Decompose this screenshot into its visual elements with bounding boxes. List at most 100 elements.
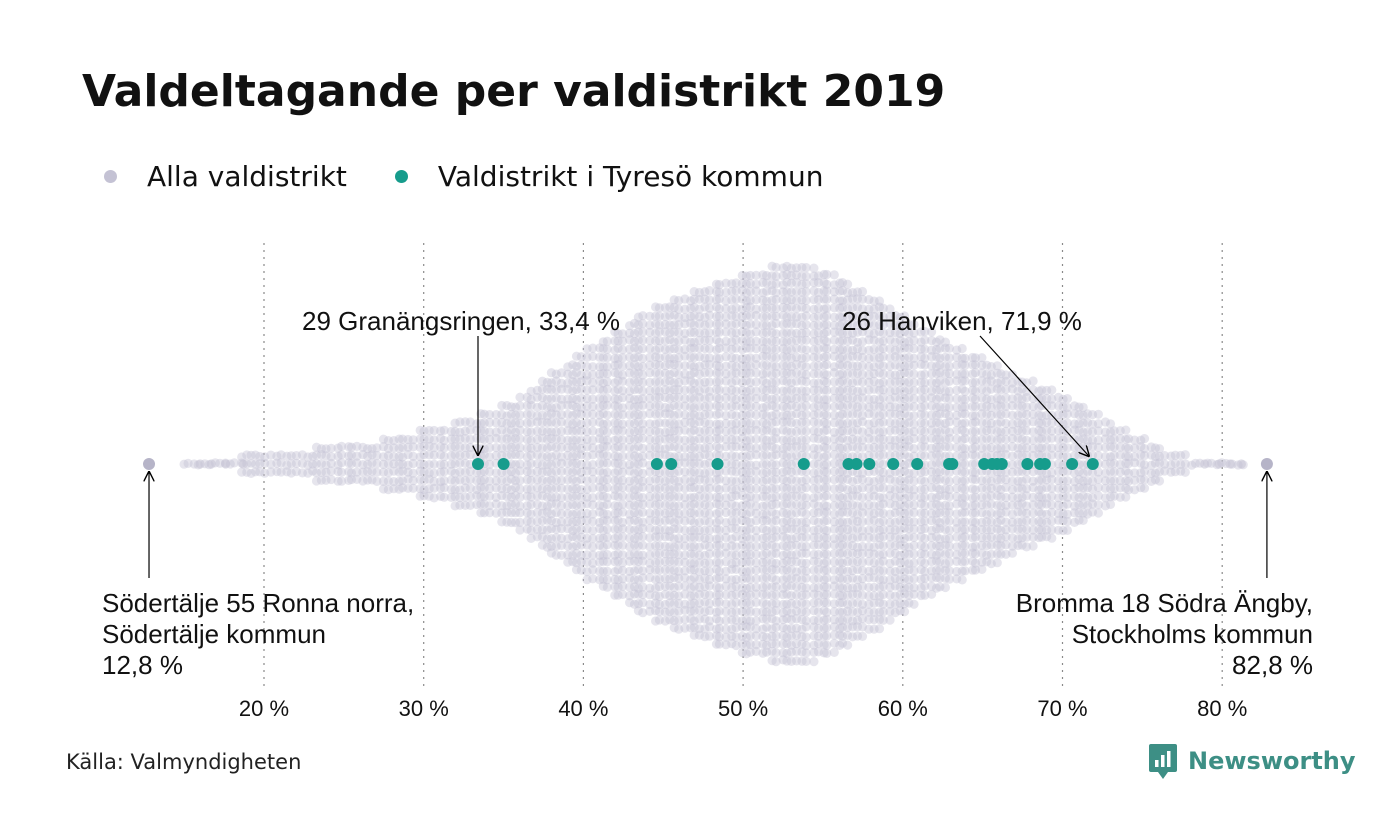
swarm-point [598,581,608,591]
swarm-point [674,385,684,395]
swarm-point [510,476,521,486]
swarm-point [297,468,307,478]
swarm-point [502,411,512,421]
swarm-point [344,442,354,452]
swarm-point [629,353,640,363]
swarm-point [398,483,408,493]
swarm-point [629,427,640,437]
swarm-point [680,458,690,468]
swarm-point [282,467,292,477]
swarm-point [485,467,495,477]
swarm-point [638,523,648,534]
swarm-point [568,442,578,452]
swarm-point [367,458,377,468]
swarm-point [801,483,811,493]
swarm-point [551,410,561,420]
swarm-point [680,328,690,339]
swarm-point [638,566,648,576]
swarm-point [460,443,470,453]
swarm-point [654,468,665,478]
swarm-point [669,542,679,552]
swarm-point [674,392,684,402]
swarm-point [551,393,561,403]
swarm-point [665,409,675,419]
swarm-point [526,468,536,478]
swarm-point [571,558,582,568]
swarm-point [595,507,605,517]
swarm-point [546,548,557,558]
swarm-point [551,442,561,452]
swarm-point [598,400,608,410]
swarm-point [1139,434,1150,444]
swarm-point [291,451,301,461]
swarm-point [419,485,429,495]
swarm-point [588,558,598,568]
swarm-point [638,370,648,380]
swarm-point [625,466,635,476]
swarm-point [613,466,623,476]
swarm-point [551,517,561,528]
swarm-point [363,475,373,485]
swarm-point [542,515,553,526]
swarm-point [633,550,644,560]
swarm-point [680,344,690,355]
swarm-point [595,427,605,437]
swarm-point [532,491,542,501]
swarm-point [660,368,670,378]
annotation-bromma-line: Stockholms kommun [1072,619,1313,649]
swarm-point [556,417,567,427]
swarm-point [297,458,307,468]
swarm-point [625,393,635,403]
swarm-point [660,303,670,313]
swarm-point [568,451,578,461]
swarm-point [686,542,696,552]
swarm-point [686,444,696,454]
swarm-point [638,476,648,486]
swarm-point [645,606,655,616]
swarm-point [532,516,542,527]
swarm-point [686,312,696,322]
swarm-point [408,468,418,478]
swarm-point [598,385,608,395]
swarm-point [598,419,608,429]
swarm-point [645,533,655,543]
swarm-point [588,542,598,552]
swarm-point [563,394,573,404]
swarm-point [633,335,644,345]
swarm-point [602,419,612,429]
swarm-point [633,606,644,616]
swarm-point [497,443,507,453]
swarm-point [506,474,516,484]
swarm-point [660,573,670,584]
annotation-bromma-line: 82,8 % [1232,650,1313,680]
swarm-point [450,426,460,437]
swarm-point [439,492,449,502]
swarm-point [629,485,640,495]
swarm-point [506,409,516,419]
swarm-point [502,507,512,517]
swarm-point [654,525,665,535]
swarm-point [383,485,393,495]
swarm-point [465,500,475,510]
swarm-point [497,491,507,501]
swarm-point [629,368,640,378]
swarm-point [571,532,582,542]
annotation-bromma-line: Bromma 18 Södra Ängby, [1016,588,1313,618]
swarm-point [665,598,675,608]
swarm-point [563,557,573,567]
swarm-point [618,482,628,493]
swarm-point [563,450,573,460]
swarm-point [358,442,368,452]
swarm-point [610,354,620,364]
swarm-point [654,557,665,567]
swarm-point [479,466,489,476]
swarm-point [660,541,670,552]
swarm-point [595,540,605,550]
swarm-point [460,426,470,436]
swarm-point [571,484,582,494]
swarm-point [638,573,648,583]
swarm-point [680,541,690,551]
swarm-point [669,337,679,347]
swarm-point [645,515,655,525]
swarm-point [450,468,460,478]
